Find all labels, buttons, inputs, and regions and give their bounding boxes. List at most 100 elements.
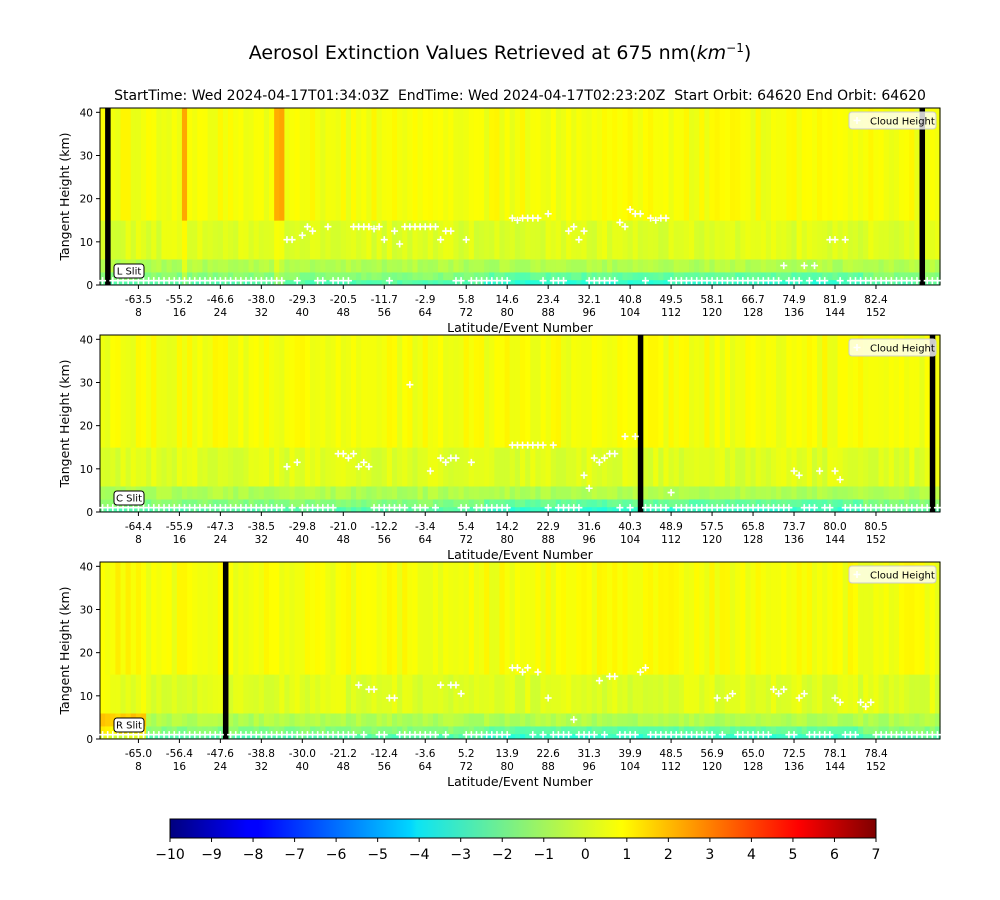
heatmap-cell bbox=[258, 499, 265, 508]
heatmap-cell bbox=[391, 726, 398, 735]
heatmap-cell bbox=[402, 726, 408, 735]
heatmap-cell bbox=[755, 447, 762, 487]
heatmap-cell bbox=[192, 220, 198, 260]
heatmap-cell bbox=[607, 486, 613, 500]
heatmap-cell bbox=[827, 674, 834, 714]
heatmap-cell bbox=[135, 562, 142, 675]
latitude-tick-label: 48.5 bbox=[659, 748, 682, 760]
latitude-tick-label: 14.2 bbox=[495, 521, 518, 533]
heatmap-cell bbox=[904, 108, 910, 221]
heatmap-cell bbox=[192, 108, 198, 221]
heatmap-cell bbox=[673, 447, 680, 487]
cloud-height-point bbox=[590, 731, 598, 739]
heatmap-cell bbox=[525, 733, 531, 740]
heatmap-cell bbox=[366, 726, 373, 735]
heatmap-cell bbox=[555, 486, 562, 500]
heatmap-cell bbox=[386, 499, 393, 508]
heatmap-cell bbox=[878, 674, 885, 714]
latitude-tick-label: -29.8 bbox=[289, 521, 316, 533]
heatmap-cell bbox=[253, 674, 260, 714]
heatmap-cell bbox=[694, 674, 700, 714]
heatmap-cell bbox=[494, 447, 501, 487]
heatmap-cell bbox=[873, 674, 880, 714]
heatmap-cell bbox=[852, 335, 859, 448]
cloud-height-point bbox=[836, 476, 844, 484]
heatmap-cell bbox=[750, 499, 757, 508]
heatmap-cell bbox=[525, 259, 531, 273]
heatmap-cell bbox=[591, 447, 598, 487]
heatmap-cell bbox=[294, 713, 301, 727]
heatmap-cell bbox=[243, 499, 250, 508]
heatmap-cell bbox=[479, 499, 485, 508]
heatmap-cell bbox=[197, 259, 204, 273]
heatmap-cell bbox=[847, 335, 854, 448]
heatmap-cell bbox=[514, 108, 521, 221]
heatmap-cell bbox=[361, 562, 367, 675]
heatmap-cell bbox=[540, 335, 547, 448]
heatmap-cell bbox=[397, 447, 403, 487]
heatmap-cell bbox=[607, 713, 613, 727]
heatmap-cell bbox=[560, 108, 567, 221]
heatmap-cell bbox=[642, 259, 649, 273]
heatmap-cell bbox=[765, 562, 772, 675]
heatmap-cell bbox=[781, 335, 787, 448]
heatmap-cell bbox=[427, 259, 434, 273]
heatmap-cell bbox=[115, 674, 122, 714]
heatmap-cell bbox=[653, 674, 659, 714]
heatmap-cell bbox=[125, 562, 132, 675]
heatmap-cell bbox=[366, 713, 373, 727]
heatmap-cell bbox=[811, 499, 818, 508]
heatmap-cell bbox=[176, 272, 183, 281]
heatmap-cell bbox=[899, 108, 905, 221]
heatmap-cell bbox=[391, 447, 398, 487]
cloud-height-point bbox=[360, 731, 368, 739]
heatmap-cell bbox=[125, 674, 132, 714]
heatmap-cell bbox=[391, 713, 398, 727]
heatmap-cell bbox=[187, 272, 193, 281]
slit-label: L Slit bbox=[113, 263, 145, 279]
heatmap-cell bbox=[504, 335, 511, 448]
heatmap-cell bbox=[873, 499, 880, 508]
heatmap-cell bbox=[817, 335, 823, 448]
heatmap-cell bbox=[463, 279, 470, 286]
event-tick-label: 120 bbox=[702, 534, 722, 546]
cloud-height-series bbox=[99, 664, 941, 739]
heatmap-cell bbox=[914, 562, 921, 675]
heatmap-cell bbox=[304, 447, 311, 487]
cloud-height-point bbox=[447, 227, 455, 235]
heatmap-cell bbox=[432, 108, 439, 221]
latitude-tick-label: -65.0 bbox=[125, 748, 152, 760]
heatmap-cell bbox=[535, 486, 542, 500]
latitude-tick-label: -63.5 bbox=[125, 294, 152, 306]
heatmap-cell bbox=[796, 733, 803, 740]
colorbar-tick-label: 2 bbox=[664, 847, 673, 863]
heatmap-cell bbox=[397, 108, 403, 221]
heatmap-cell bbox=[699, 726, 705, 735]
heatmap-cell bbox=[407, 726, 414, 735]
latitude-tick-label: 22.9 bbox=[536, 521, 559, 533]
heatmap-cell bbox=[125, 447, 132, 487]
heatmap-cell bbox=[284, 272, 291, 281]
heatmap-cell bbox=[719, 486, 726, 500]
heatmap-cell bbox=[632, 562, 639, 675]
heatmap-cell bbox=[770, 108, 777, 221]
heatmap-cell bbox=[745, 259, 752, 273]
heatmap-cell bbox=[304, 562, 311, 675]
cloud-height-point bbox=[99, 277, 107, 285]
heatmap-cell bbox=[776, 486, 782, 500]
heatmap-cell bbox=[289, 335, 296, 448]
heatmap-cell bbox=[345, 506, 352, 513]
heatmap-cell bbox=[356, 486, 362, 500]
heatmap-cell bbox=[581, 562, 588, 675]
heatmap-cell bbox=[269, 499, 275, 508]
heatmap-cell bbox=[786, 713, 793, 727]
cloud-height-point bbox=[391, 694, 399, 702]
heatmap-cell bbox=[269, 674, 275, 714]
heatmap-cell bbox=[750, 726, 757, 735]
heatmap-cell bbox=[525, 674, 531, 714]
event-tick-label: 8 bbox=[135, 761, 142, 773]
y-tick-label: 0 bbox=[86, 280, 93, 292]
heatmap-cell bbox=[530, 447, 536, 487]
heatmap-cell bbox=[663, 108, 670, 221]
heatmap-cell bbox=[658, 726, 665, 735]
